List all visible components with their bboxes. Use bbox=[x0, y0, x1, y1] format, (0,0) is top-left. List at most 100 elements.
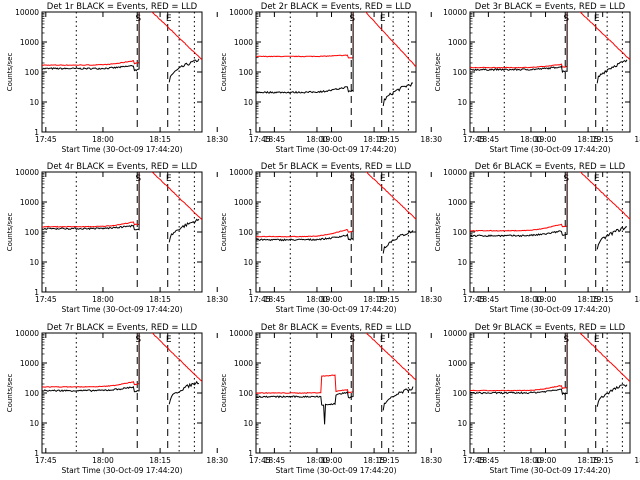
x-axis-label: Start Time (30-Oct-09 17:44:20) bbox=[489, 145, 610, 154]
y-tick-label: 1000 bbox=[20, 198, 39, 207]
events-series-line bbox=[42, 172, 140, 231]
marker-label-S: S bbox=[349, 174, 355, 184]
events-series-line-post-flare bbox=[596, 59, 628, 84]
events-series-line-post-flare bbox=[596, 226, 628, 250]
x-tick-label: 18:00 bbox=[92, 295, 114, 304]
x-tick-label: 18:15 bbox=[363, 135, 385, 144]
x-axis-label: Start Time (30-Oct-09 17:44:20) bbox=[275, 305, 396, 314]
events-series-line-post-flare bbox=[168, 380, 200, 405]
y-tick-label: 10 bbox=[243, 419, 253, 428]
lld-series-line bbox=[256, 333, 354, 394]
lld-series-line bbox=[42, 333, 140, 388]
panel-title: Det 5r BLACK = Events, RED = LLD bbox=[261, 162, 412, 172]
y-tick-label: 1000 bbox=[448, 38, 467, 47]
panel-title: Det 8r BLACK = Events, RED = LLD bbox=[261, 323, 412, 333]
events-series-line-post-flare bbox=[168, 218, 200, 243]
y-tick-label: 10000 bbox=[443, 168, 467, 177]
lld-series-line bbox=[470, 333, 568, 392]
x-tick-label: 17:45 bbox=[249, 135, 271, 144]
x-tick-label: 18:30 bbox=[206, 135, 228, 144]
x-tick-label: 18:00 bbox=[306, 295, 328, 304]
x-tick-label: 18:00 bbox=[520, 135, 542, 144]
x-tick-label: 18:00 bbox=[92, 456, 114, 465]
y-axis-label: Counts/sec bbox=[220, 213, 228, 252]
x-tick-label: 18:45 bbox=[264, 456, 286, 465]
y-tick-label: 1000 bbox=[448, 198, 467, 207]
y-tick-label: 100 bbox=[453, 389, 468, 398]
x-tick-label: 17:45 bbox=[463, 456, 485, 465]
x-tick-label: 19:15 bbox=[592, 456, 614, 465]
x-tick-label: 18:00 bbox=[520, 295, 542, 304]
events-series-line bbox=[256, 12, 354, 94]
x-axis-label: Start Time (30-Oct-09 17:44:20) bbox=[489, 305, 610, 314]
y-tick-label: 100 bbox=[25, 228, 40, 237]
x-tick-label: 18:15 bbox=[363, 295, 385, 304]
y-tick-label: 100 bbox=[239, 228, 254, 237]
events-series-line bbox=[470, 333, 568, 396]
lld-series-line-post-flare bbox=[151, 172, 202, 221]
x-tick-label: 18:45 bbox=[478, 456, 500, 465]
panel-8: Det 8r BLACK = Events, RED = LLD 1 10 100 10… bbox=[220, 323, 614, 475]
x-tick-label: 19:15 bbox=[378, 135, 400, 144]
y-tick-label: 10 bbox=[29, 98, 39, 107]
y-tick-label: 100 bbox=[25, 389, 40, 398]
panel-4: Det 4r BLACK = Events, RED = LLD 1 10 100 10… bbox=[6, 162, 400, 314]
panel-title: Det 2r BLACK = Events, RED = LLD bbox=[261, 2, 412, 12]
y-tick-label: 1 bbox=[462, 288, 467, 297]
lld-series-line-post-flare bbox=[365, 172, 416, 220]
marker-label-E: E bbox=[594, 14, 600, 24]
y-tick-label: 10 bbox=[243, 98, 253, 107]
x-tick-label: 18:15 bbox=[363, 456, 385, 465]
marker-label-E: E bbox=[166, 14, 172, 24]
panel-title: Det 7r BLACK = Events, RED = LLD bbox=[47, 323, 198, 333]
panel-title: Det 3r BLACK = Events, RED = LLD bbox=[475, 2, 626, 12]
x-tick-label: 19:15 bbox=[378, 295, 400, 304]
marker-label-E: E bbox=[380, 174, 386, 184]
x-axis-label: Start Time (30-Oct-09 17:44:20) bbox=[61, 466, 182, 475]
x-tick-label: 19:00 bbox=[535, 135, 557, 144]
x-tick-label: 18:00 bbox=[92, 135, 114, 144]
panel-9: Det 9r BLACK = Events, RED = LLD 1 10 100 10… bbox=[434, 323, 640, 475]
marker-label-S: S bbox=[563, 174, 569, 184]
events-series-line-post-flare bbox=[596, 384, 628, 407]
y-axis-label: Counts/sec bbox=[220, 53, 228, 92]
panel-5: Det 5r BLACK = Events, RED = LLD 1 10 100 10… bbox=[220, 162, 614, 314]
y-tick-label: 100 bbox=[453, 228, 468, 237]
y-tick-label: 1000 bbox=[234, 359, 253, 368]
x-tick-label: 17:45 bbox=[249, 295, 271, 304]
x-tick-label: 18:30 bbox=[206, 456, 228, 465]
y-tick-label: 1 bbox=[248, 128, 253, 137]
x-tick-label: 18:00 bbox=[520, 456, 542, 465]
y-tick-label: 1000 bbox=[448, 359, 467, 368]
y-tick-label: 10000 bbox=[229, 329, 253, 338]
plot-frame bbox=[41, 11, 203, 133]
y-tick-label: 1000 bbox=[234, 38, 253, 47]
y-tick-label: 10 bbox=[29, 419, 39, 428]
marker-label-E: E bbox=[380, 335, 386, 345]
panel-1: Det 1r BLACK = Events, RED = LLD 1 10 100 10… bbox=[6, 2, 400, 154]
y-tick-label: 1000 bbox=[20, 359, 39, 368]
events-series-line bbox=[42, 333, 140, 393]
x-tick-label: 18:00 bbox=[306, 456, 328, 465]
lld-series-line bbox=[470, 172, 568, 232]
marker-label-S: S bbox=[349, 335, 355, 345]
y-tick-label: 10 bbox=[457, 258, 467, 267]
plot-frame bbox=[41, 171, 203, 293]
x-axis-label: Start Time (30-Oct-09 17:44:20) bbox=[61, 145, 182, 154]
lld-series-line-post-flare bbox=[365, 12, 416, 68]
x-tick-label: 19:15 bbox=[592, 135, 614, 144]
y-tick-label: 10000 bbox=[443, 8, 467, 17]
y-axis-label: Counts/sec bbox=[434, 374, 442, 413]
y-tick-label: 1 bbox=[34, 288, 39, 297]
x-tick-label: 19:00 bbox=[321, 295, 343, 304]
events-series-line-post-flare bbox=[382, 82, 414, 107]
y-tick-label: 10000 bbox=[15, 8, 39, 17]
panel-title: Det 6r BLACK = Events, RED = LLD bbox=[475, 162, 626, 172]
lld-series-line bbox=[256, 12, 354, 59]
panel-title: Det 4r BLACK = Events, RED = LLD bbox=[47, 162, 198, 172]
x-tick-label: 18:15 bbox=[149, 135, 171, 144]
y-tick-label: 10000 bbox=[229, 8, 253, 17]
y-axis-label: Counts/sec bbox=[434, 213, 442, 252]
y-tick-label: 1 bbox=[462, 128, 467, 137]
events-series-line bbox=[42, 12, 140, 72]
